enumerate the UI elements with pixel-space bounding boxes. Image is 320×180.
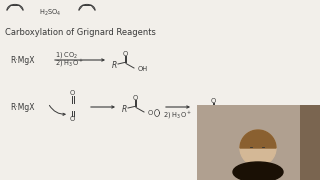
Text: OH: OH xyxy=(138,66,148,72)
Text: R: R xyxy=(121,105,127,114)
Ellipse shape xyxy=(233,162,283,180)
Text: OH: OH xyxy=(226,113,236,119)
Text: O: O xyxy=(69,90,75,96)
Text: R: R xyxy=(111,60,116,69)
Text: H$_2$SO$_4$: H$_2$SO$_4$ xyxy=(39,8,61,18)
Text: O: O xyxy=(148,110,153,116)
Text: O: O xyxy=(210,98,216,104)
Text: 2) H$_3$O$^+$: 2) H$_3$O$^+$ xyxy=(55,57,84,69)
Text: R·MgX: R·MgX xyxy=(10,102,35,111)
Bar xyxy=(300,105,320,180)
Text: 1) CO$_2$: 1) CO$_2$ xyxy=(55,50,78,60)
Text: O: O xyxy=(69,116,75,122)
Text: 2) H$_3$O$^+$: 2) H$_3$O$^+$ xyxy=(163,109,192,121)
Polygon shape xyxy=(240,130,276,148)
Text: R: R xyxy=(199,107,204,116)
Circle shape xyxy=(240,130,276,166)
Bar xyxy=(197,105,320,180)
Text: Carboxylation of Grignard Reagents: Carboxylation of Grignard Reagents xyxy=(5,28,156,37)
Text: R·MgX: R·MgX xyxy=(10,55,35,64)
Text: O: O xyxy=(122,51,128,57)
Text: O: O xyxy=(132,95,138,101)
